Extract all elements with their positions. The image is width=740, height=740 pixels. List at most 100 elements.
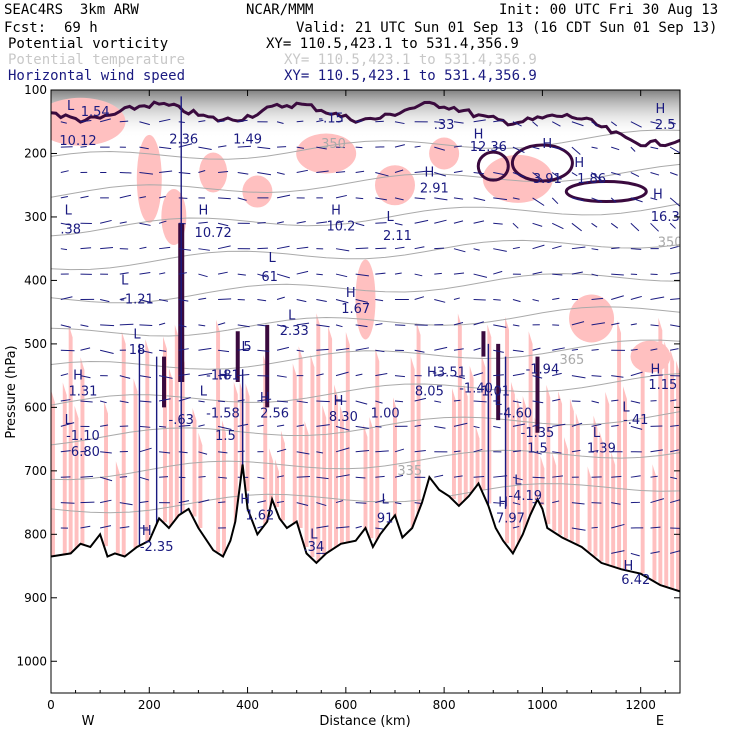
y-tick-label: 400 bbox=[24, 273, 47, 287]
moisture-blob bbox=[199, 152, 228, 193]
moisture-column bbox=[192, 407, 197, 517]
wind-vector bbox=[355, 400, 368, 405]
wind-vector bbox=[394, 197, 404, 201]
wind-vector bbox=[316, 451, 324, 454]
wind-vector bbox=[670, 348, 679, 351]
moisture-column bbox=[510, 381, 515, 551]
wind-vector bbox=[119, 297, 127, 300]
wind-vector bbox=[335, 273, 348, 278]
contour-value: 7.97 bbox=[496, 511, 525, 526]
wind-vector bbox=[473, 321, 484, 326]
wind-vector bbox=[139, 246, 147, 250]
wind-vector bbox=[119, 221, 127, 224]
contour-value: 1.67 bbox=[341, 302, 370, 317]
extremum-marker: H bbox=[198, 204, 208, 219]
contour-value: 2.33 bbox=[280, 324, 309, 339]
wind-vector bbox=[296, 400, 308, 404]
wind-vector bbox=[611, 172, 621, 176]
wind-vector bbox=[375, 450, 389, 453]
wind-vector bbox=[512, 324, 520, 327]
wind-vector bbox=[512, 476, 523, 481]
wind-vector bbox=[650, 172, 660, 176]
wind-vector bbox=[473, 119, 486, 123]
wind-vector bbox=[552, 398, 561, 402]
wind-vector bbox=[630, 425, 643, 430]
wind-vector bbox=[591, 526, 598, 529]
pv-closed-contour bbox=[510, 143, 574, 183]
wind-vector bbox=[532, 400, 544, 404]
contour-value: 1.31 bbox=[68, 385, 97, 400]
wind-vector bbox=[493, 197, 508, 201]
wind-vector bbox=[512, 525, 520, 529]
potential-temperature-contours bbox=[51, 129, 680, 514]
wind-vector bbox=[453, 121, 464, 124]
wind-vector bbox=[159, 118, 171, 123]
wind-vector bbox=[276, 121, 284, 124]
stratosphere-shading bbox=[51, 90, 680, 138]
wind-vector bbox=[158, 322, 166, 326]
y-tick-label: 100 bbox=[24, 83, 47, 97]
wind-vector bbox=[316, 373, 324, 377]
wind-vector bbox=[100, 246, 114, 250]
moisture-column bbox=[463, 383, 468, 501]
moisture-column bbox=[558, 391, 563, 535]
wind-vector bbox=[198, 146, 212, 151]
legend-wind-xy: XY= 110.5,423.1 to 531.4,356.9 bbox=[284, 68, 537, 84]
wind-vector bbox=[375, 247, 387, 250]
contour-value: -.15 bbox=[318, 112, 343, 127]
wind-vector bbox=[512, 349, 524, 353]
wind-vector bbox=[119, 526, 130, 529]
wind-vector bbox=[217, 271, 228, 275]
x-tick-label: 1000 bbox=[527, 698, 558, 712]
wind-vector bbox=[355, 449, 370, 453]
wind-vector bbox=[355, 273, 369, 277]
wind-vector bbox=[611, 322, 620, 326]
wind-vector bbox=[414, 273, 423, 277]
wind-vector bbox=[178, 324, 187, 328]
wind-vector bbox=[218, 298, 232, 300]
wind-vector bbox=[512, 222, 519, 229]
contour-value: -3.51 bbox=[432, 365, 466, 380]
contour-value: 2.5 bbox=[655, 118, 676, 133]
wind-vector bbox=[257, 247, 268, 250]
moisture-column bbox=[292, 363, 297, 525]
contour-value: 1.86 bbox=[577, 172, 606, 187]
x-axis: 0 200 400 600 800 1000 1200 bbox=[47, 90, 666, 712]
wind-vector bbox=[375, 475, 385, 478]
moisture-column bbox=[345, 332, 350, 543]
y-axis-title: Pressure (hPa) bbox=[4, 345, 19, 438]
extremum-marker: L bbox=[200, 385, 208, 400]
wind-vector bbox=[630, 248, 642, 250]
wind-vector bbox=[276, 296, 285, 300]
wind-vector bbox=[532, 244, 545, 250]
contour-value: -1.21 bbox=[120, 292, 154, 307]
moisture-column bbox=[115, 461, 120, 554]
wind-vector bbox=[434, 146, 445, 151]
wind-vector bbox=[159, 451, 171, 454]
wind-vector bbox=[611, 502, 621, 505]
wind-vector bbox=[139, 298, 153, 304]
wind-vector bbox=[198, 347, 212, 351]
legend-pv-label: Potential vorticity bbox=[8, 36, 169, 52]
wind-vector bbox=[178, 222, 186, 225]
wind-vector bbox=[375, 349, 385, 353]
theta-contour bbox=[51, 339, 680, 370]
wind-vector bbox=[493, 425, 501, 429]
wind-vector bbox=[493, 248, 507, 252]
wind-vector bbox=[257, 146, 271, 150]
wind-vector bbox=[276, 448, 287, 453]
wind-vector bbox=[571, 527, 586, 531]
wind-vector bbox=[218, 197, 231, 200]
moisture-column bbox=[275, 459, 280, 508]
wind-vector bbox=[296, 146, 305, 149]
wind-vector bbox=[611, 424, 619, 427]
x-tick-label: 200 bbox=[138, 698, 161, 712]
wind-vector bbox=[611, 399, 619, 402]
wind-vector bbox=[650, 551, 660, 554]
wind-vector bbox=[218, 400, 226, 403]
wind-vector bbox=[493, 374, 504, 377]
extremum-marker: L bbox=[241, 340, 249, 355]
extremum-marker: L bbox=[382, 492, 390, 507]
contour-value: 91 bbox=[377, 511, 394, 526]
wind-vector bbox=[375, 172, 389, 177]
